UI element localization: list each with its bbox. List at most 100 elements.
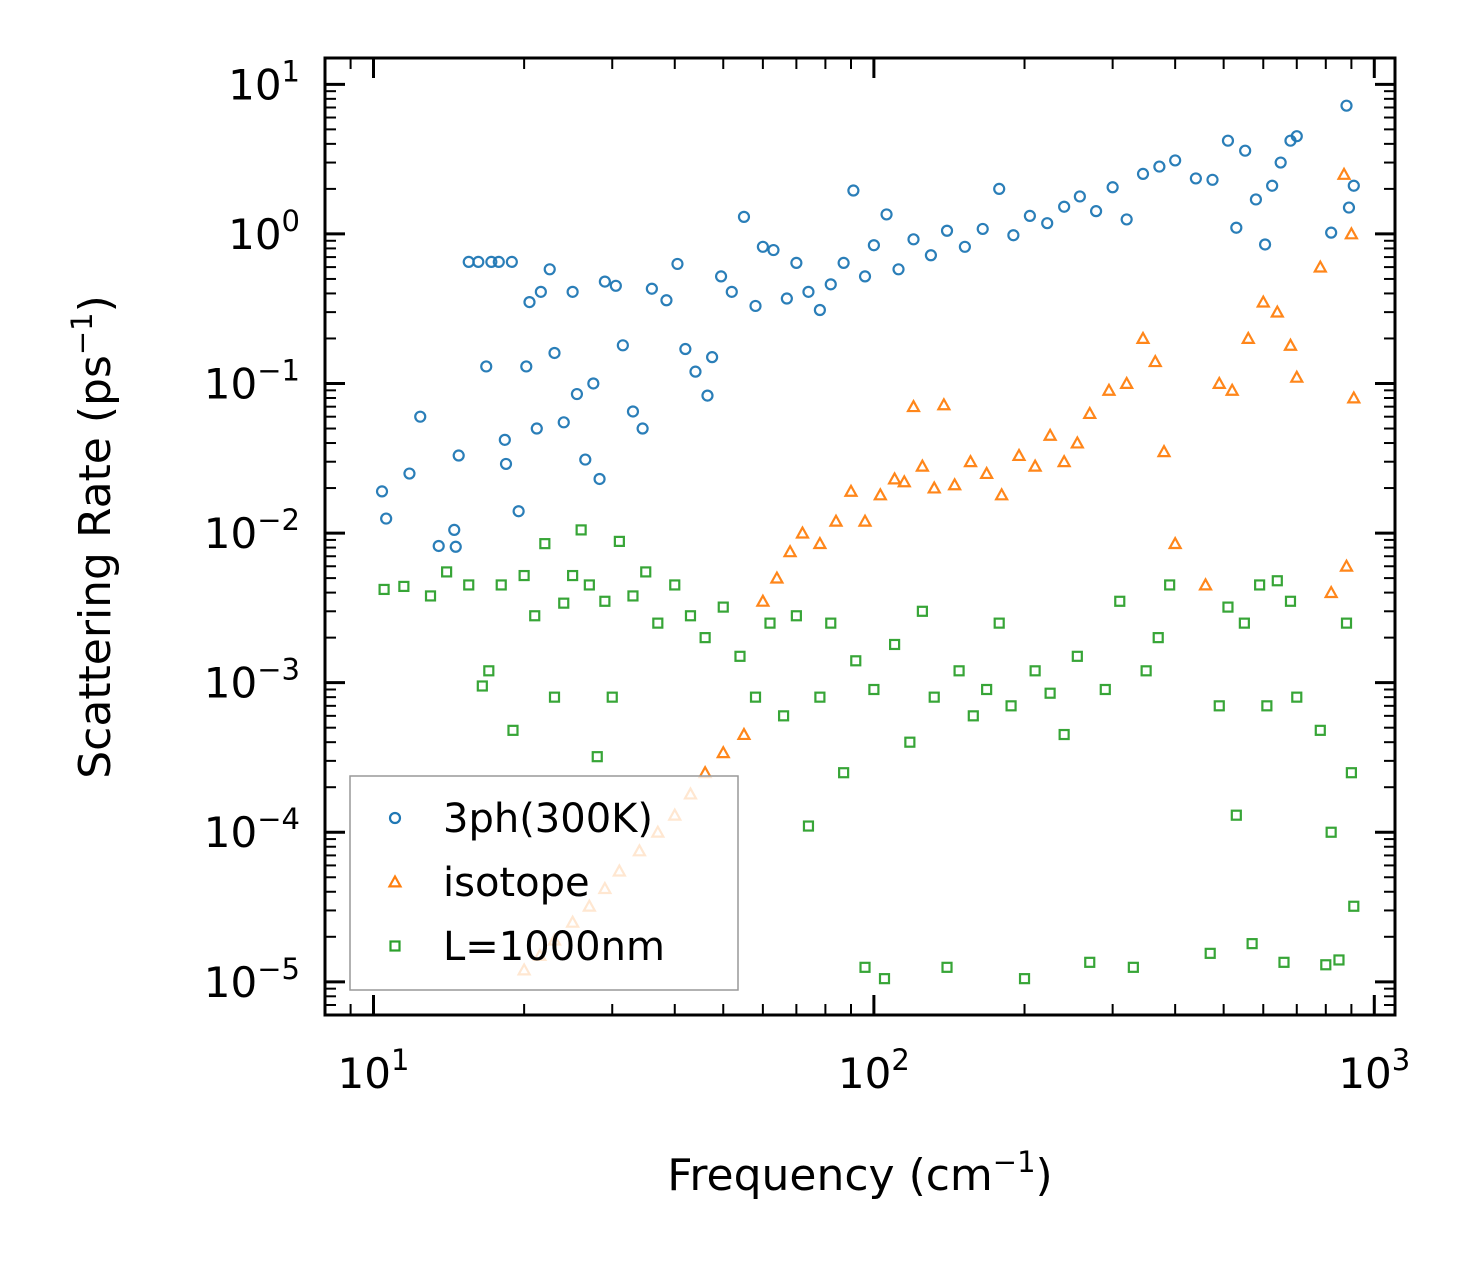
data-point xyxy=(802,820,815,832)
data-point xyxy=(1082,405,1098,420)
data-point xyxy=(976,222,989,236)
data-point xyxy=(825,617,837,629)
data-point xyxy=(599,595,611,607)
data-point xyxy=(472,255,485,269)
data-point xyxy=(994,487,1009,501)
data-point xyxy=(512,505,525,518)
y-axis-title: Scattering Rate (ps−1) xyxy=(65,295,121,779)
data-point xyxy=(907,233,920,246)
data-point xyxy=(701,389,714,402)
data-point xyxy=(926,480,942,494)
data-point xyxy=(715,744,731,759)
data-point xyxy=(448,523,461,537)
data-point xyxy=(867,239,880,252)
data-point xyxy=(543,263,556,276)
data-point xyxy=(523,296,536,309)
data-point xyxy=(880,208,893,221)
data-point xyxy=(652,617,664,629)
data-point xyxy=(850,655,862,667)
legend-frame xyxy=(349,775,739,991)
data-point xyxy=(828,513,844,527)
data-point xyxy=(1340,99,1353,112)
legend-entry: L=1000nm xyxy=(389,924,665,970)
data-point xyxy=(1120,213,1133,226)
data-point xyxy=(593,472,606,486)
data-point xyxy=(463,579,475,591)
data-point xyxy=(507,724,519,736)
data-point xyxy=(534,285,547,298)
y-tick-label: 10−1 xyxy=(204,353,300,408)
data-point xyxy=(375,485,389,498)
data-point xyxy=(1135,330,1151,344)
data-point xyxy=(529,610,541,622)
data-point xyxy=(483,665,495,677)
data-point xyxy=(1290,130,1303,143)
data-point xyxy=(1058,728,1070,741)
data-point xyxy=(1011,447,1027,462)
data-point xyxy=(1005,700,1017,712)
x-tick-labels: 101 102 103 xyxy=(338,1043,1411,1098)
data-point xyxy=(1114,595,1126,607)
data-point xyxy=(734,650,746,662)
y-tick-label: 101 xyxy=(228,54,300,109)
data-point xyxy=(941,961,953,973)
legend-entries: 3ph(300K) isotope L=1000nm xyxy=(387,796,665,970)
data-point xyxy=(857,513,873,527)
data-point xyxy=(1271,575,1283,587)
data-point xyxy=(1167,535,1183,550)
data-point xyxy=(499,457,513,471)
x-tick-label: 101 xyxy=(338,1043,410,1098)
data-point xyxy=(1029,665,1041,677)
data-point xyxy=(1152,632,1164,644)
data-point xyxy=(868,683,880,696)
data-point xyxy=(640,566,652,578)
data-point xyxy=(606,691,618,703)
data-point xyxy=(749,299,762,313)
data-point xyxy=(505,255,518,269)
data-point xyxy=(558,597,570,609)
series-square-points xyxy=(378,524,1360,985)
y-tick-labels: 101 100 10−1 10−2 10−3 10−4 10−5 xyxy=(204,54,300,1006)
data-point xyxy=(1041,217,1054,230)
data-point xyxy=(566,285,579,298)
data-point xyxy=(1099,683,1111,696)
data-point xyxy=(1224,382,1240,396)
data-point xyxy=(557,416,570,429)
data-point xyxy=(1346,390,1362,404)
data-point xyxy=(626,405,640,418)
data-point xyxy=(645,282,658,295)
data-point xyxy=(403,467,416,480)
data-point xyxy=(838,767,850,779)
data-point xyxy=(1239,144,1252,157)
data-point xyxy=(498,433,511,446)
data-point xyxy=(432,539,445,553)
data-point xyxy=(579,453,592,466)
data-point xyxy=(963,453,978,468)
data-point xyxy=(924,249,938,262)
data-point xyxy=(1071,650,1083,662)
data-point xyxy=(1169,154,1182,167)
data-point xyxy=(896,474,912,488)
legend-square-marker xyxy=(389,940,401,952)
data-point xyxy=(1284,595,1297,607)
data-point xyxy=(725,285,738,298)
data-point xyxy=(1204,947,1216,959)
x-tick-label: 103 xyxy=(1338,1043,1410,1098)
data-point xyxy=(769,570,785,584)
data-point xyxy=(1058,200,1071,213)
data-point xyxy=(452,449,465,462)
data-point xyxy=(717,601,729,613)
legend-entry: isotope xyxy=(387,860,590,906)
data-point xyxy=(684,610,697,622)
data-point xyxy=(636,422,649,435)
data-point xyxy=(979,465,995,480)
data-point xyxy=(764,617,776,629)
data-point xyxy=(947,477,963,491)
data-point xyxy=(1255,294,1271,308)
data-point xyxy=(906,398,921,413)
data-point xyxy=(1333,954,1345,966)
data-point xyxy=(1325,826,1337,838)
data-point xyxy=(1140,665,1152,677)
data-point xyxy=(424,590,437,602)
